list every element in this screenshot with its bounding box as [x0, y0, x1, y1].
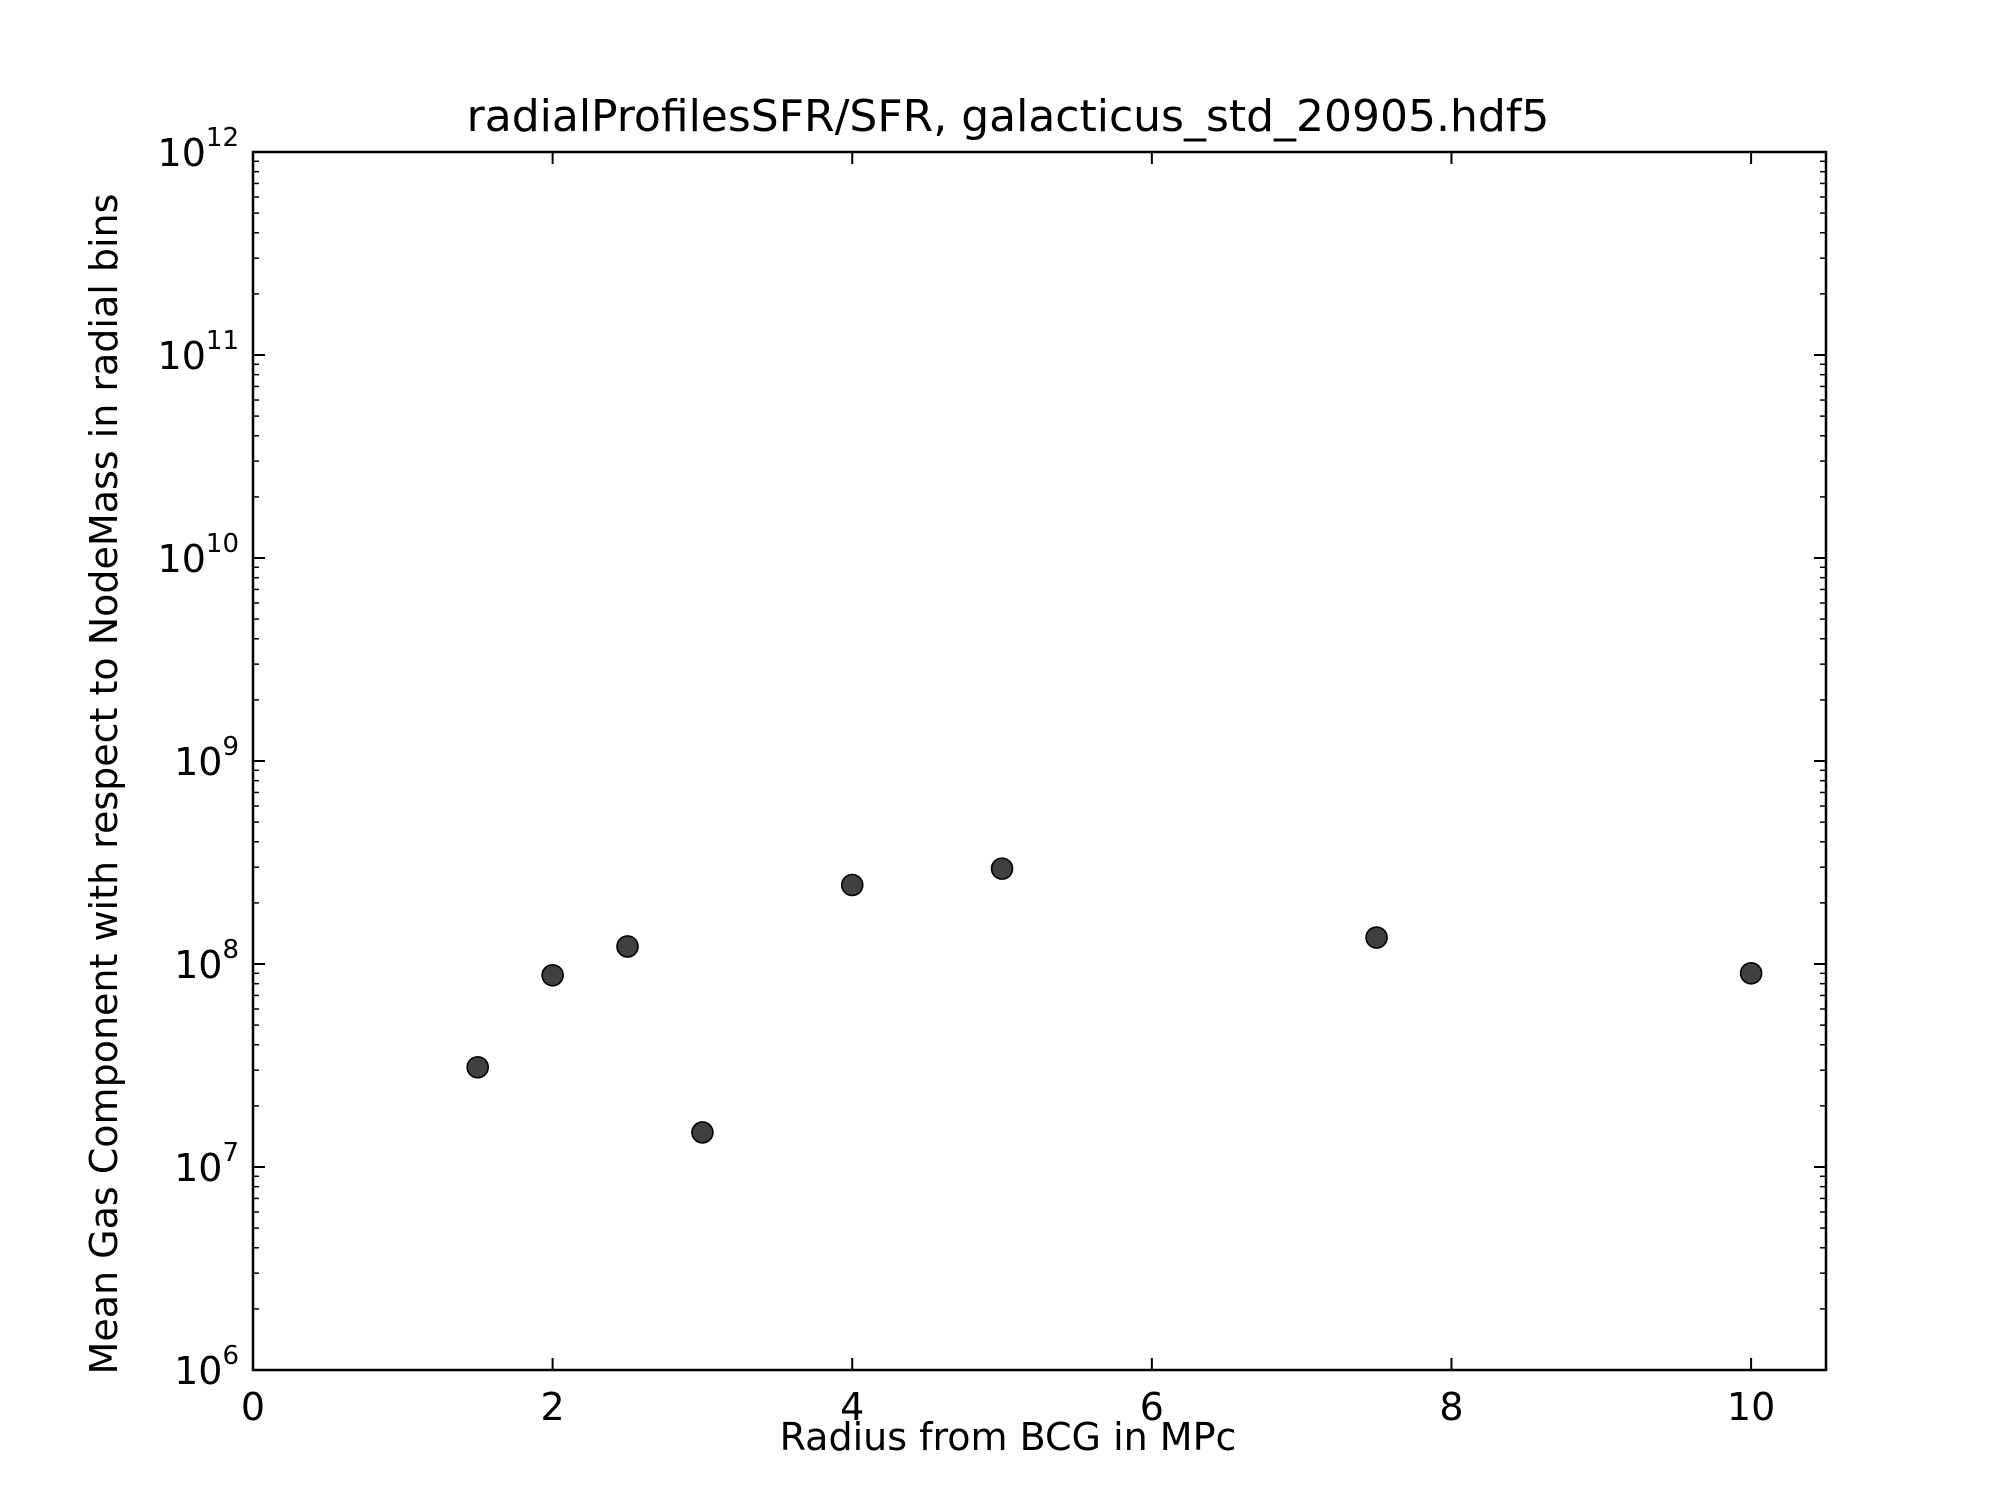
chart-title: radialProfilesSFR/SFR, galacticus_std_20…: [467, 91, 1550, 142]
x-axis-label: Radius from BCG in MPc: [780, 1415, 1237, 1459]
y-axis-label: Mean Gas Component with respect to NodeM…: [82, 194, 126, 1375]
y-tick-label: 109: [174, 732, 239, 784]
data-point: [541, 963, 564, 987]
data-point: [1739, 961, 1763, 985]
data-point: [990, 857, 1014, 880]
x-tick-label: 4: [840, 1385, 864, 1429]
x-tick-label: 0: [241, 1385, 265, 1429]
plot-area: 0 2 4 6 8 10 106 107 108 109 1010 1011 1012: [158, 123, 1828, 1429]
plot-frame: [251, 150, 1828, 1372]
data-point: [616, 935, 639, 958]
x-tick-label: 8: [1439, 1385, 1463, 1429]
data-point: [691, 1121, 714, 1144]
x-tick-label: 2: [541, 1385, 565, 1429]
y-tick-label: 108: [174, 935, 239, 987]
y-tick-label: 106: [174, 1341, 239, 1393]
x-tick-label: 6: [1140, 1385, 1164, 1429]
y-tick-label: 107: [174, 1138, 239, 1190]
y-tick-label: 1011: [158, 326, 239, 378]
x-tick-label: 10: [1727, 1385, 1775, 1429]
data-point: [466, 1055, 490, 1079]
data-point: [840, 873, 864, 897]
y-tick-label: 1012: [158, 123, 239, 175]
y-tick-label: 1010: [158, 529, 239, 581]
data-point: [1365, 926, 1388, 949]
